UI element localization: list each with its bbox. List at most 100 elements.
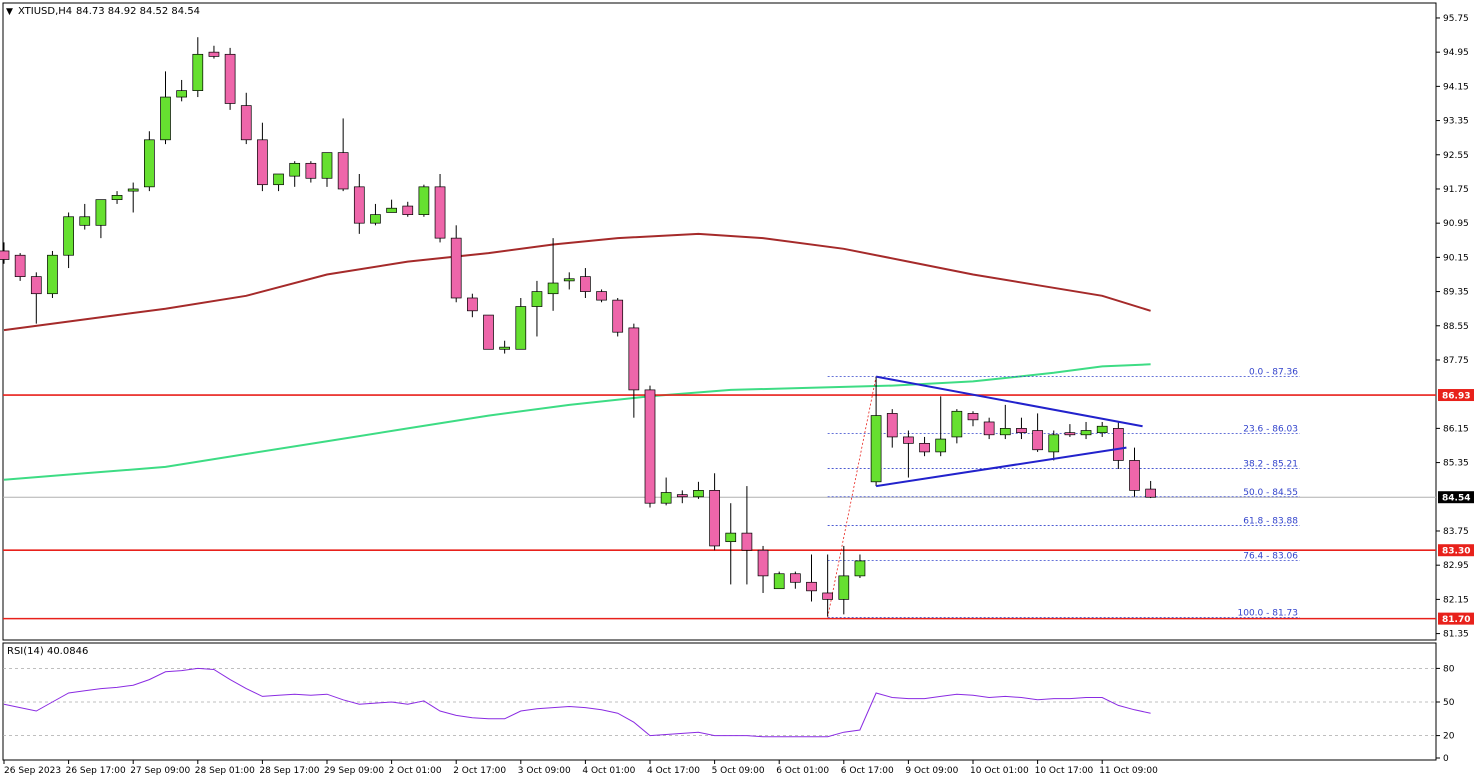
bull-candle[interactable]	[870, 415, 882, 483]
bull-candle[interactable]	[95, 199, 107, 226]
triangle-lower-line[interactable]	[875, 446, 1127, 488]
level-price-tag-bg	[1438, 544, 1474, 557]
bull-candle[interactable]	[547, 282, 559, 295]
bear-candle[interactable]	[224, 53, 236, 104]
bear-candle[interactable]	[1016, 428, 1027, 434]
bull-candle[interactable]	[563, 278, 575, 282]
current-price-tag-bg	[1438, 491, 1474, 504]
bear-candle[interactable]	[450, 237, 462, 299]
bear-candle[interactable]	[30, 276, 42, 295]
bear-candle[interactable]	[789, 573, 801, 583]
bear-candle[interactable]	[305, 162, 317, 179]
bear-candle[interactable]	[903, 436, 914, 444]
bull-candle[interactable]	[999, 428, 1011, 436]
bear-candle[interactable]	[628, 327, 640, 391]
level-price-tag-bg	[1438, 612, 1474, 625]
level-price-tag-bg	[1438, 389, 1474, 402]
bull-candle[interactable]	[176, 90, 187, 98]
bull-candle[interactable]	[1096, 425, 1108, 434]
bull-candle[interactable]	[273, 173, 284, 186]
price-tick-label: 95.75	[1443, 14, 1469, 24]
bear-candle[interactable]	[676, 494, 688, 498]
bear-candle[interactable]	[434, 186, 446, 239]
bear-candle[interactable]	[919, 442, 930, 453]
fib-level-label: 0.0 - 87.36	[1249, 368, 1298, 378]
bull-candle[interactable]	[935, 438, 947, 453]
bull-candle[interactable]	[370, 214, 381, 224]
triangle-upper-line[interactable]	[875, 375, 1143, 428]
bull-candle[interactable]	[160, 96, 171, 141]
bear-candle[interactable]	[1145, 488, 1157, 498]
bull-candle[interactable]	[854, 560, 866, 577]
time-tick-label: 27 Sep 09:00	[130, 766, 190, 776]
bear-candle[interactable]	[240, 105, 252, 141]
fib-level-label: 61.8 - 83.88	[1243, 516, 1298, 526]
price-tick-label: 94.15	[1443, 82, 1469, 92]
bear-candle[interactable]	[208, 51, 220, 57]
fib-level-label: 38.2 - 85.21	[1243, 460, 1298, 470]
menu-arrow-icon[interactable]: ▼	[6, 7, 13, 17]
bear-candle[interactable]	[822, 592, 834, 600]
bear-candle[interactable]	[257, 139, 268, 186]
bear-candle[interactable]	[886, 413, 898, 438]
bear-candle[interactable]	[14, 254, 26, 277]
bull-candle[interactable]	[47, 254, 58, 295]
bull-candle[interactable]	[515, 306, 527, 350]
rsi-tick-label: 20	[1443, 732, 1455, 742]
bear-candle[interactable]	[596, 291, 607, 301]
bull-candle[interactable]	[111, 195, 123, 201]
price-tick-label: 91.75	[1443, 185, 1469, 195]
bear-candle[interactable]	[644, 389, 656, 504]
price-tick-label: 82.15	[1443, 595, 1469, 605]
bull-candle[interactable]	[386, 207, 397, 213]
bull-candle[interactable]	[79, 216, 91, 226]
bear-candle[interactable]	[1112, 428, 1124, 461]
bear-candle[interactable]	[1129, 460, 1140, 491]
time-tick-label: 26 Sep 17:00	[66, 766, 126, 776]
bull-candle[interactable]	[693, 490, 704, 498]
bull-candle[interactable]	[499, 346, 510, 350]
bull-candle[interactable]	[192, 53, 204, 91]
bear-candle[interactable]	[1032, 430, 1043, 451]
bull-candle[interactable]	[660, 492, 672, 504]
fib-level-label: 23.6 - 86.03	[1243, 425, 1298, 435]
time-tick-label: 10 Oct 17:00	[1035, 766, 1094, 776]
bull-candle[interactable]	[127, 188, 139, 192]
price-tick-label: 82.95	[1443, 561, 1469, 571]
bear-candle[interactable]	[741, 532, 753, 551]
time-tick-label: 5 Oct 09:00	[712, 766, 765, 776]
bull-candle[interactable]	[951, 410, 963, 438]
bull-candle[interactable]	[1080, 430, 1092, 436]
bear-candle[interactable]	[612, 299, 624, 333]
fib-level-label: 50.0 - 84.55	[1243, 488, 1298, 498]
fib-level-label: 76.4 - 83.06	[1243, 551, 1298, 561]
bear-candle[interactable]	[983, 421, 995, 436]
bear-candle[interactable]	[967, 413, 979, 421]
bull-candle[interactable]	[321, 152, 333, 179]
bear-candle[interactable]	[467, 297, 478, 312]
bull-candle[interactable]	[773, 573, 785, 590]
bull-candle[interactable]	[418, 186, 430, 215]
bear-candle[interactable]	[483, 314, 494, 350]
bear-candle[interactable]	[709, 490, 720, 547]
price-tick-label: 83.75	[1443, 527, 1469, 537]
bear-candle[interactable]	[0, 250, 10, 260]
bear-candle[interactable]	[580, 276, 591, 292]
bear-candle[interactable]	[1064, 432, 1076, 436]
bear-candle[interactable]	[757, 549, 769, 577]
bull-candle[interactable]	[1048, 434, 1060, 453]
time-tick-label: 6 Oct 17:00	[841, 766, 894, 776]
bear-candle[interactable]	[402, 205, 414, 215]
bull-candle[interactable]	[531, 291, 543, 307]
bull-candle[interactable]	[144, 139, 155, 188]
price-tick-label: 85.35	[1443, 459, 1469, 469]
bull-candle[interactable]	[838, 575, 850, 600]
bear-candle[interactable]	[337, 152, 349, 190]
bull-candle[interactable]	[63, 216, 74, 256]
bull-candle[interactable]	[725, 532, 737, 543]
bear-candle[interactable]	[806, 581, 817, 592]
bull-candle[interactable]	[289, 162, 301, 177]
bear-candle[interactable]	[353, 186, 365, 224]
